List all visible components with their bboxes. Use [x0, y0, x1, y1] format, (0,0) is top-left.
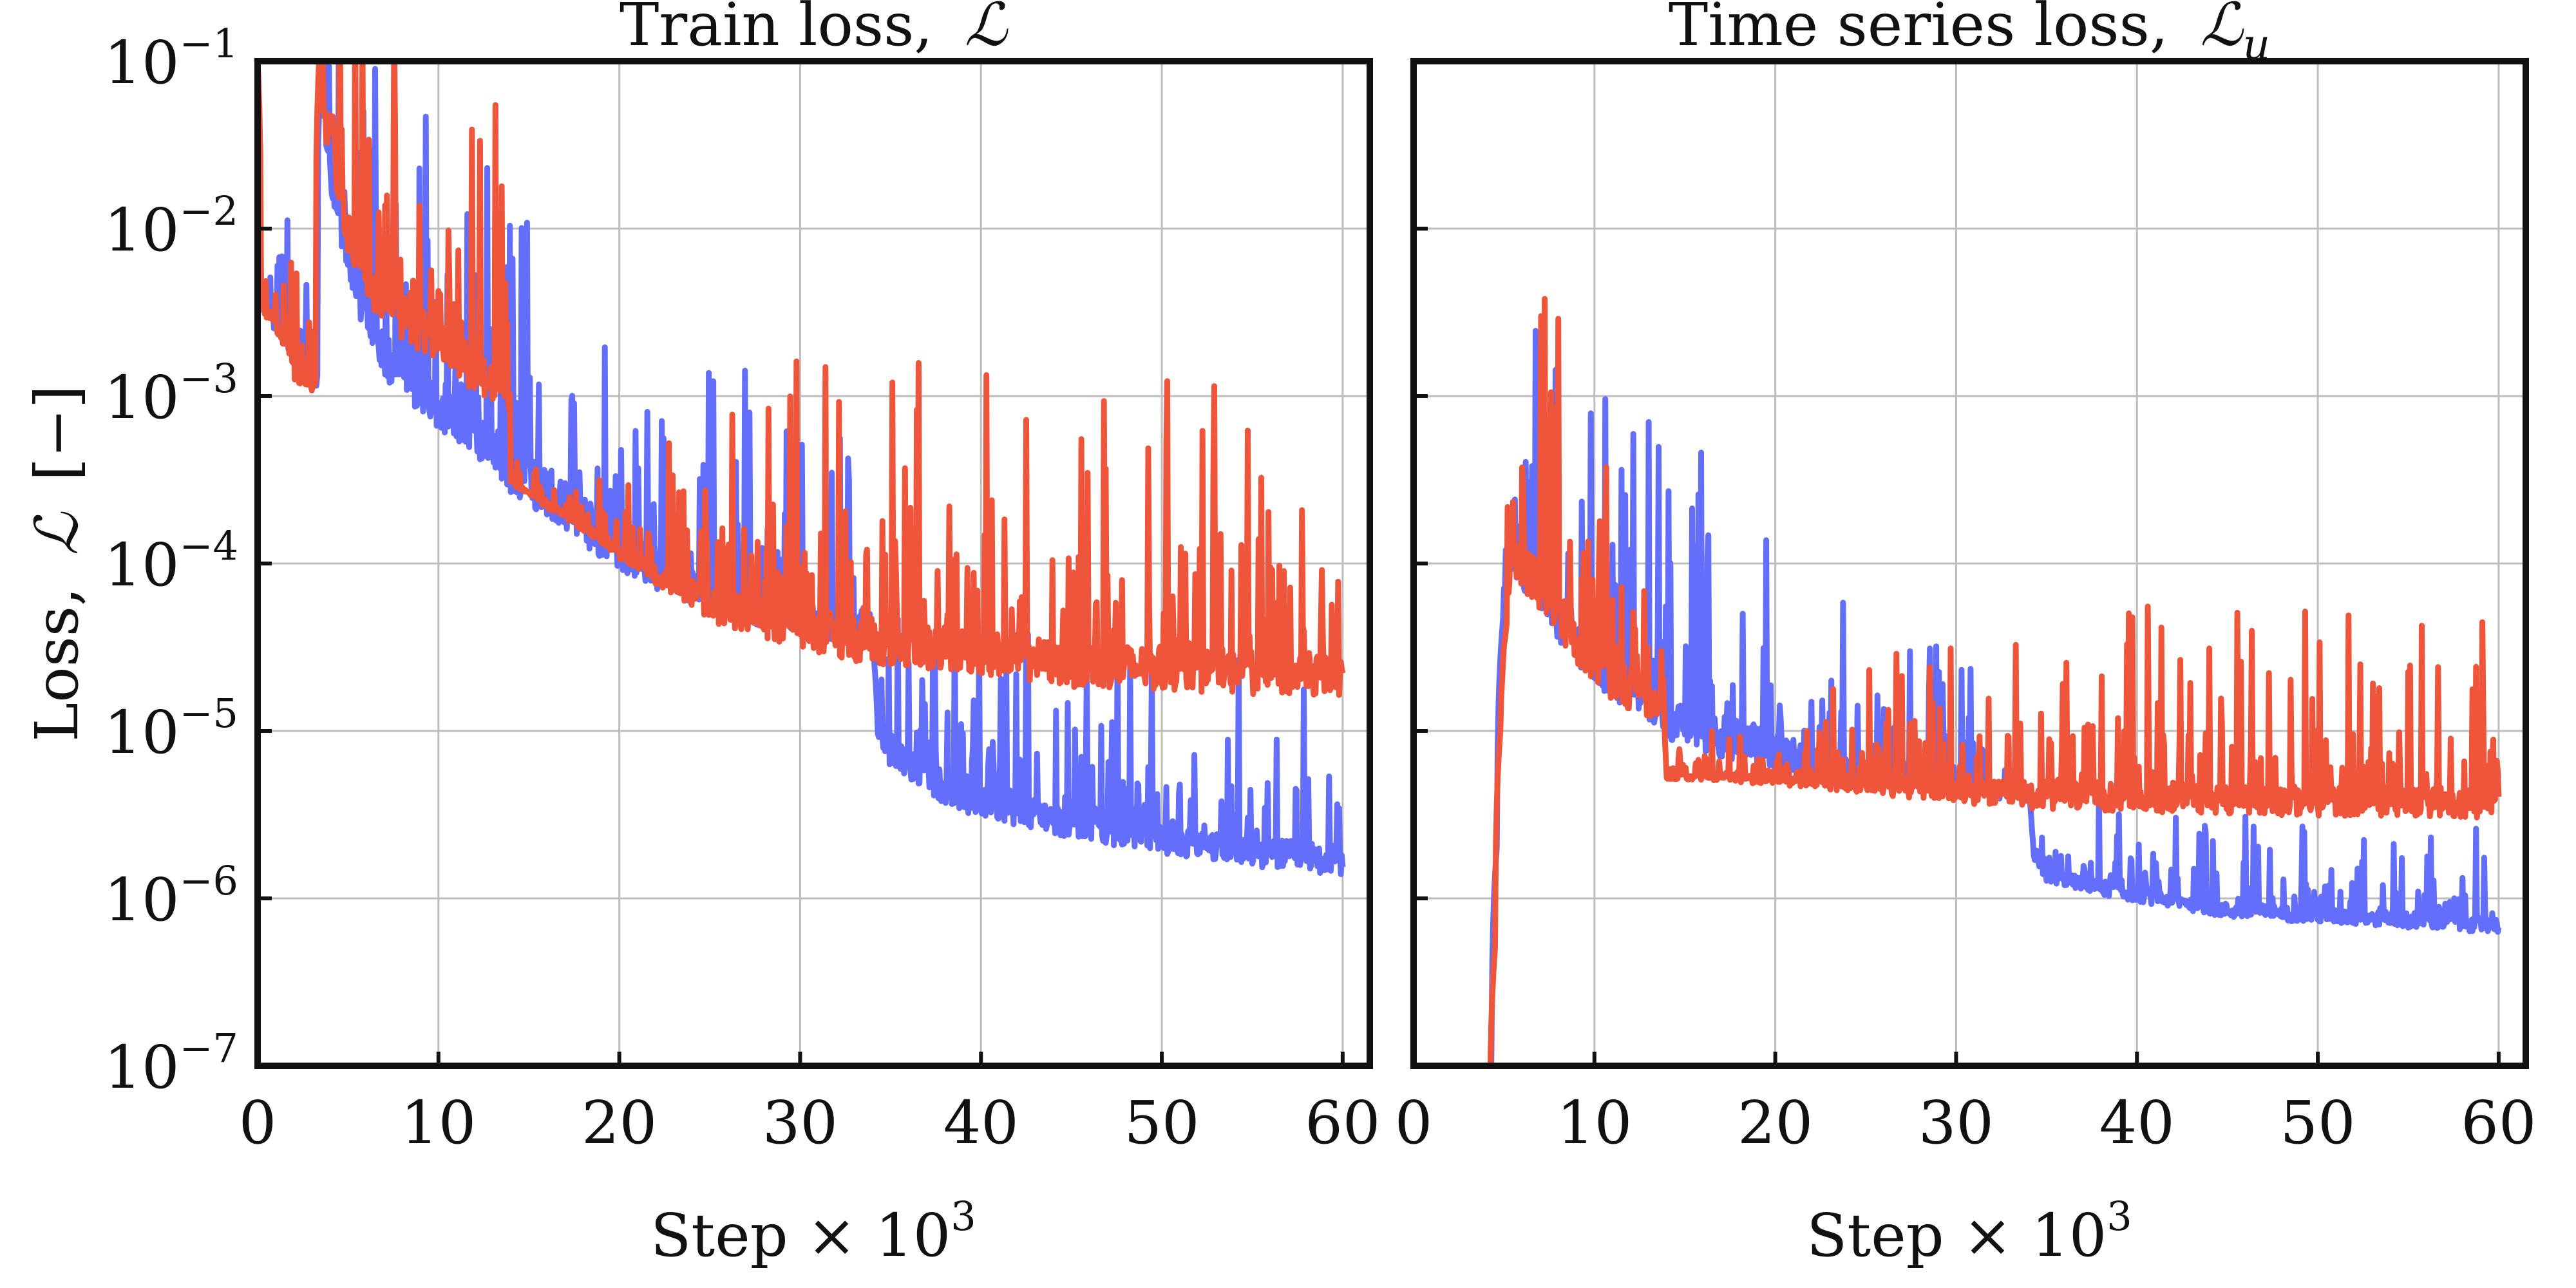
- y-axis-title-symbol: ℒ: [23, 511, 91, 555]
- x-tick-label: 40: [943, 1088, 1019, 1157]
- x-tick-label: 10: [401, 1088, 476, 1157]
- y-tick-label: 10−2: [104, 187, 238, 265]
- y-tick-labels: 10−1 10−2 10−3 10−4 10−5 10−6 10−7: [104, 20, 238, 1102]
- panel-title-text: Train loss,: [620, 0, 933, 59]
- x-tick-label: 0: [239, 1088, 277, 1157]
- series-line-red: [1487, 296, 2502, 1066]
- x-axis-title-text: Step × 10: [1806, 1201, 2107, 1270]
- y-tick-label: 10−5: [104, 690, 238, 767]
- panel-title-symbol: ℒ: [965, 0, 1009, 59]
- x-tick-label: 20: [1738, 1088, 1813, 1157]
- y-axis-title-unit: [−]: [23, 385, 91, 481]
- x-tick-label: 60: [1305, 1088, 1380, 1157]
- x-axis-title-exponent: 3: [951, 1193, 976, 1240]
- x-axis-title: Step × 103: [1806, 1193, 2132, 1270]
- x-axis-title-text: Step × 10: [650, 1201, 951, 1270]
- tick-marks: [1412, 59, 2501, 1068]
- y-tick-label: 10−4: [104, 522, 238, 600]
- y-axis-title: Loss, ℒ [−]: [23, 385, 91, 742]
- x-tick-label: 30: [762, 1088, 838, 1157]
- x-tick-label: 40: [2099, 1088, 2175, 1157]
- panel-title-text: Time series loss,: [1669, 0, 2168, 59]
- panel-title-symbol: ℒ: [2200, 0, 2244, 59]
- x-tick-label: 50: [2280, 1088, 2356, 1157]
- panel-title: Train loss, ℒ: [620, 0, 1009, 59]
- tick-marks: [256, 59, 1345, 1068]
- series-group: [1487, 296, 2502, 1066]
- series-line-red: [258, 61, 1346, 698]
- y-tick-label: 10−7: [104, 1025, 238, 1102]
- panel-time-series-loss: 0 10 20 30 40 50 60 Time series loss, ℒu Step …: [1395, 0, 2537, 1270]
- x-tick-labels: 0 10 20 30 40 50 60: [1395, 1088, 2537, 1157]
- panel-title: Time series loss, ℒu: [1669, 0, 2270, 70]
- x-tick-labels: 0 10 20 30 40 50 60: [239, 1088, 1381, 1157]
- x-tick-label: 10: [1557, 1088, 1632, 1157]
- x-tick-label: 0: [1395, 1088, 1433, 1157]
- panel-title-subscript: u: [2243, 20, 2271, 70]
- x-axis-title-exponent: 3: [2107, 1193, 2132, 1240]
- x-tick-label: 30: [1918, 1088, 1994, 1157]
- y-tick-label: 10−3: [104, 355, 238, 432]
- x-tick-label: 50: [1124, 1088, 1200, 1157]
- series-group: [258, 61, 1346, 877]
- y-tick-label: 10−1: [104, 20, 238, 97]
- panel-train-loss: 0 10 20 30 40 50 60 10−110−210−310−410−510−610…: [23, 0, 1380, 1270]
- x-tick-label: 60: [2461, 1088, 2536, 1157]
- x-tick-label: 20: [582, 1088, 657, 1157]
- y-axis-title-text: Loss,: [23, 587, 91, 742]
- x-axis-title: Step × 103: [650, 1193, 976, 1270]
- y-tick-label: 10−6: [104, 857, 238, 934]
